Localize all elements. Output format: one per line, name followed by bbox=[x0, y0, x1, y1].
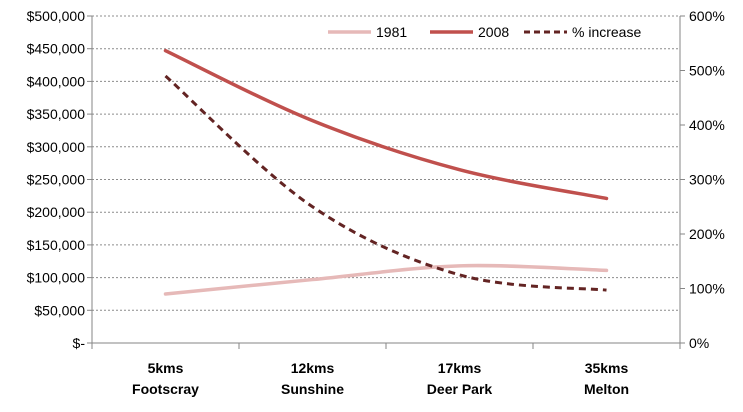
gridlines bbox=[92, 16, 680, 310]
left-tick-label: $- bbox=[73, 335, 86, 351]
legend: 1981 2008 % increase bbox=[328, 24, 641, 40]
left-tick-label: $50,000 bbox=[34, 302, 85, 318]
x-tick-label-suburb: Deer Park bbox=[427, 381, 493, 397]
x-tick-label-distance: 12kms bbox=[291, 360, 335, 376]
x-tick-label-distance: 17kms bbox=[438, 360, 482, 376]
x-tick-label-suburb: Footscray bbox=[132, 381, 199, 397]
left-tick-label: $300,000 bbox=[27, 139, 86, 155]
x-tick-label-distance: 5kms bbox=[148, 360, 184, 376]
left-tick-label: $150,000 bbox=[27, 237, 86, 253]
series-line--increase bbox=[166, 76, 607, 290]
left-tick-label: $350,000 bbox=[27, 106, 86, 122]
left-tick-label: $100,000 bbox=[27, 270, 86, 286]
left-tick-label: $450,000 bbox=[27, 41, 86, 57]
right-tick-label: 200% bbox=[689, 226, 725, 242]
left-tick-label: $250,000 bbox=[27, 172, 86, 188]
right-tick-label: 0% bbox=[689, 335, 709, 351]
left-tick-label: $400,000 bbox=[27, 73, 86, 89]
x-tick-label-suburb: Sunshine bbox=[281, 381, 344, 397]
legend-label: 2008 bbox=[478, 24, 509, 40]
right-tick-label: 500% bbox=[689, 63, 725, 79]
legend-label: % increase bbox=[572, 24, 641, 40]
axes: $- $50,000 $100,000 $150,000 $200,000 $250,00… bbox=[27, 8, 725, 397]
x-tick-label-suburb: Melton bbox=[584, 381, 629, 397]
legend-label: 1981 bbox=[376, 24, 407, 40]
left-tick-label: $500,000 bbox=[27, 8, 86, 24]
series-line-1981 bbox=[166, 266, 607, 294]
series-lines bbox=[165, 51, 606, 294]
right-tick-label: 400% bbox=[689, 117, 725, 133]
left-tick-label: $200,000 bbox=[27, 204, 86, 220]
right-tick-label: 300% bbox=[689, 172, 725, 188]
x-tick-label-distance: 35kms bbox=[585, 360, 629, 376]
series-line-2008 bbox=[166, 51, 607, 199]
right-tick-label: 600% bbox=[689, 8, 725, 24]
right-tick-label: 100% bbox=[689, 281, 725, 297]
